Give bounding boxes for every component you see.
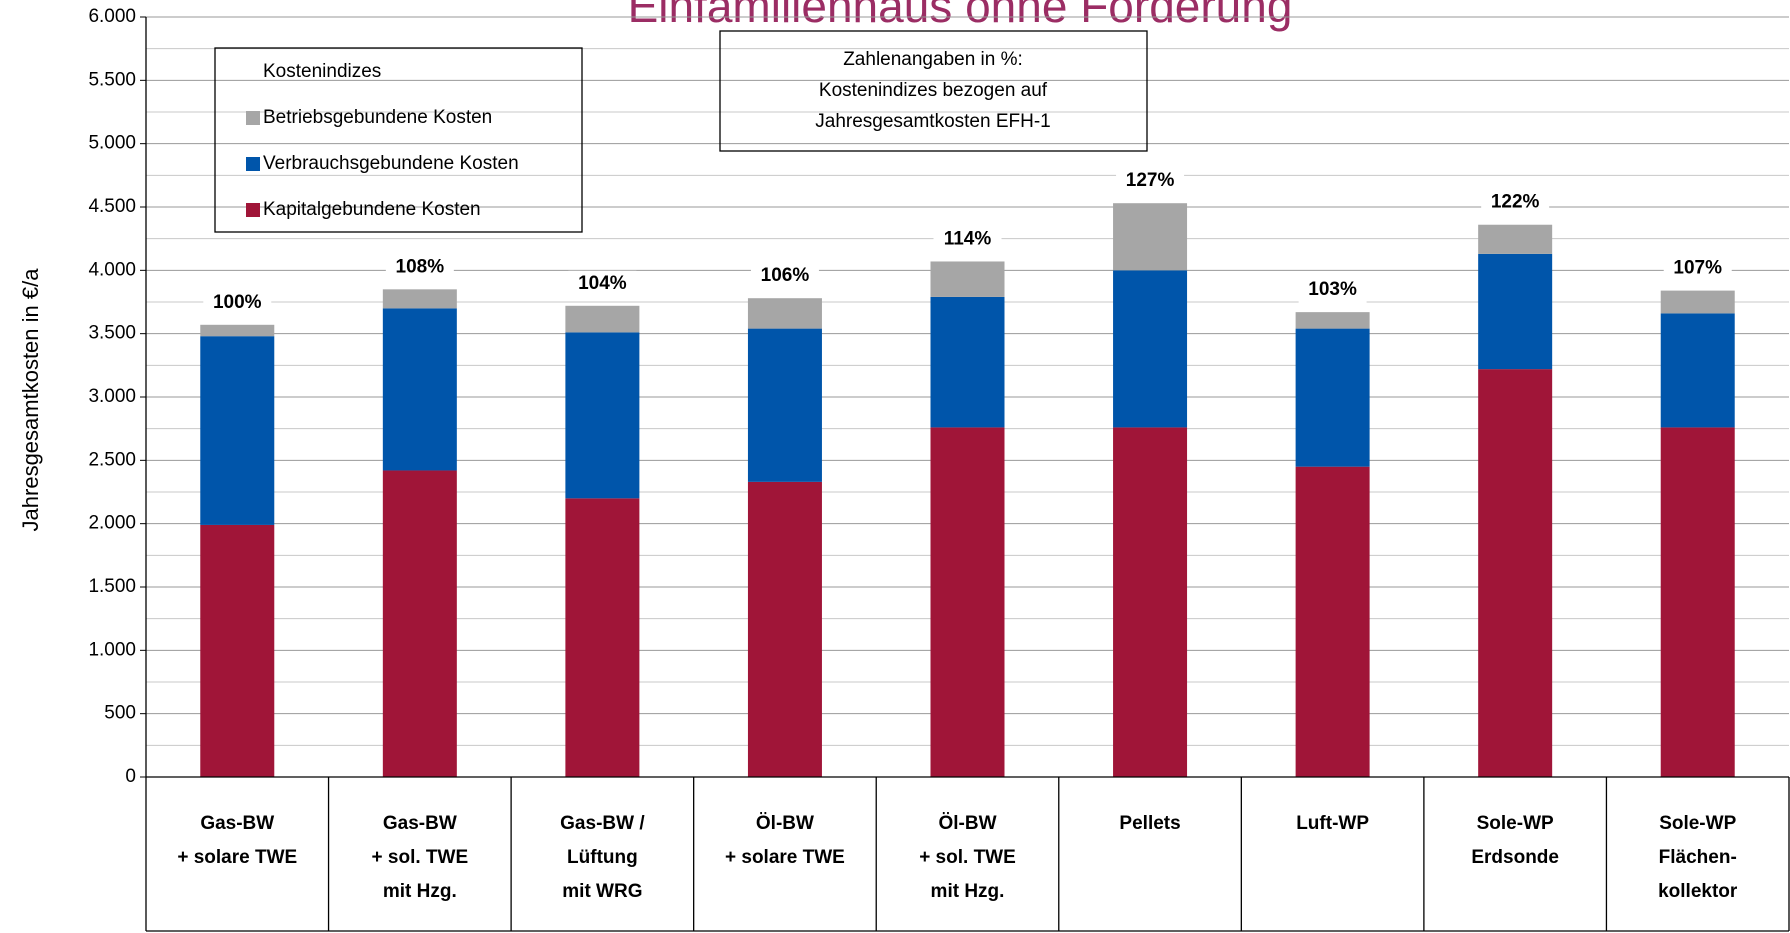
bar-segment: [1295, 466, 1370, 777]
legend-swatch: [246, 111, 260, 125]
legend-box: [214, 47, 583, 233]
y-tick-label: 500: [104, 703, 136, 724]
x-tick-label: Öl-BW + solare TWE: [725, 813, 845, 868]
total-label: 114%: [944, 228, 992, 249]
bar-segment: [1478, 253, 1553, 370]
x-tick-label: Sole-WP Erdsonde: [1471, 813, 1559, 868]
chart-title: Einfamilienhaus ohne Förderung: [628, 0, 1293, 32]
bar-segment: [747, 298, 822, 329]
bar-segment: [1660, 427, 1735, 777]
label-bg: [203, 289, 272, 316]
x-tick-label: Öl-BW + sol. TWE mit Hzg.: [919, 813, 1016, 902]
bar-segment: [930, 261, 1005, 297]
total-label: 104%: [578, 273, 627, 294]
y-tick-label: 3.500: [88, 323, 136, 344]
bar-segment: [565, 305, 640, 333]
legend-label: Verbrauchsgebundene Kosten: [263, 153, 519, 174]
total-label: 107%: [1673, 258, 1722, 279]
y-tick-label: 4.000: [88, 259, 136, 280]
y-tick-label: 5.500: [88, 69, 136, 90]
label-bg: [385, 254, 454, 281]
bar-segment: [200, 324, 275, 337]
bar-segment: [565, 498, 640, 777]
bar-segment: [1660, 313, 1735, 428]
legend-swatch: [246, 203, 260, 217]
total-label: 108%: [396, 256, 445, 277]
label-bg: [1116, 168, 1185, 195]
legend-swatch: [246, 157, 260, 171]
y-axis-label: Jahresgesamtkosten in €/a: [18, 268, 43, 532]
x-tick-label: Gas-BW / Lüftung mit WRG: [560, 813, 645, 902]
label-bg: [1298, 277, 1367, 304]
y-tick-label: 3.000: [88, 386, 136, 407]
total-label: 127%: [1126, 170, 1175, 191]
x-tick-label: Gas-BW + sol. TWE mit Hzg.: [372, 813, 469, 902]
y-tick-label: 2.000: [88, 513, 136, 534]
bar-segment: [930, 427, 1005, 777]
label-bg: [1481, 189, 1550, 216]
x-tick-label: Gas-BW + solare TWE: [177, 813, 297, 868]
bar-segment: [1295, 328, 1370, 467]
total-label: 122%: [1491, 192, 1540, 213]
label-bg: [933, 226, 1002, 253]
y-tick-label: 0: [125, 766, 136, 787]
bar-segment: [200, 524, 275, 777]
x-tick-label: Luft-WP: [1296, 813, 1369, 834]
bar-segment: [565, 332, 640, 499]
label-bg: [568, 270, 637, 297]
legend-label: Kapitalgebundene Kosten: [263, 199, 481, 220]
bar-segment: [382, 470, 457, 777]
bar-segment: [382, 289, 457, 309]
bar-segment: [747, 481, 822, 777]
total-label: 103%: [1308, 279, 1357, 300]
y-tick-label: 4.500: [88, 196, 136, 217]
label-bg: [750, 263, 819, 290]
bar-segment: [200, 336, 275, 525]
y-tick-label: 1.000: [88, 639, 136, 660]
bar-segment: [1113, 203, 1188, 271]
bar-segment: [747, 328, 822, 482]
total-label: 106%: [761, 265, 810, 286]
bar-segment: [1113, 427, 1188, 777]
annotation-box: [719, 30, 1148, 152]
bar-segment: [1113, 270, 1188, 428]
x-tick-label: Sole-WP Flächen-kollektor: [1658, 813, 1738, 902]
legend-title: Kostenindizes: [263, 61, 381, 82]
y-tick-label: 2.500: [88, 449, 136, 470]
bar-segment: [382, 308, 457, 471]
bar-segment: [1478, 224, 1553, 254]
total-label: 100%: [213, 292, 262, 313]
bar-segment: [1478, 369, 1553, 777]
y-tick-label: 5.000: [88, 133, 136, 154]
bar-segment: [1295, 312, 1370, 329]
annotation-text: Zahlenangaben in %:: [843, 49, 1023, 70]
bar-segment: [930, 296, 1005, 428]
legend-label: Betriebsgebundene Kosten: [263, 107, 492, 128]
bar-segment: [1660, 290, 1735, 314]
label-bg: [1663, 255, 1732, 282]
y-tick-label: 6.000: [88, 6, 136, 27]
y-tick-label: 1.500: [88, 576, 136, 597]
x-tick-label: Pellets: [1119, 813, 1180, 834]
annotation-text: Kostenindizes bezogen auf: [819, 80, 1048, 101]
annotation-text: Jahresgesamtkosten EFH-1: [815, 111, 1051, 132]
